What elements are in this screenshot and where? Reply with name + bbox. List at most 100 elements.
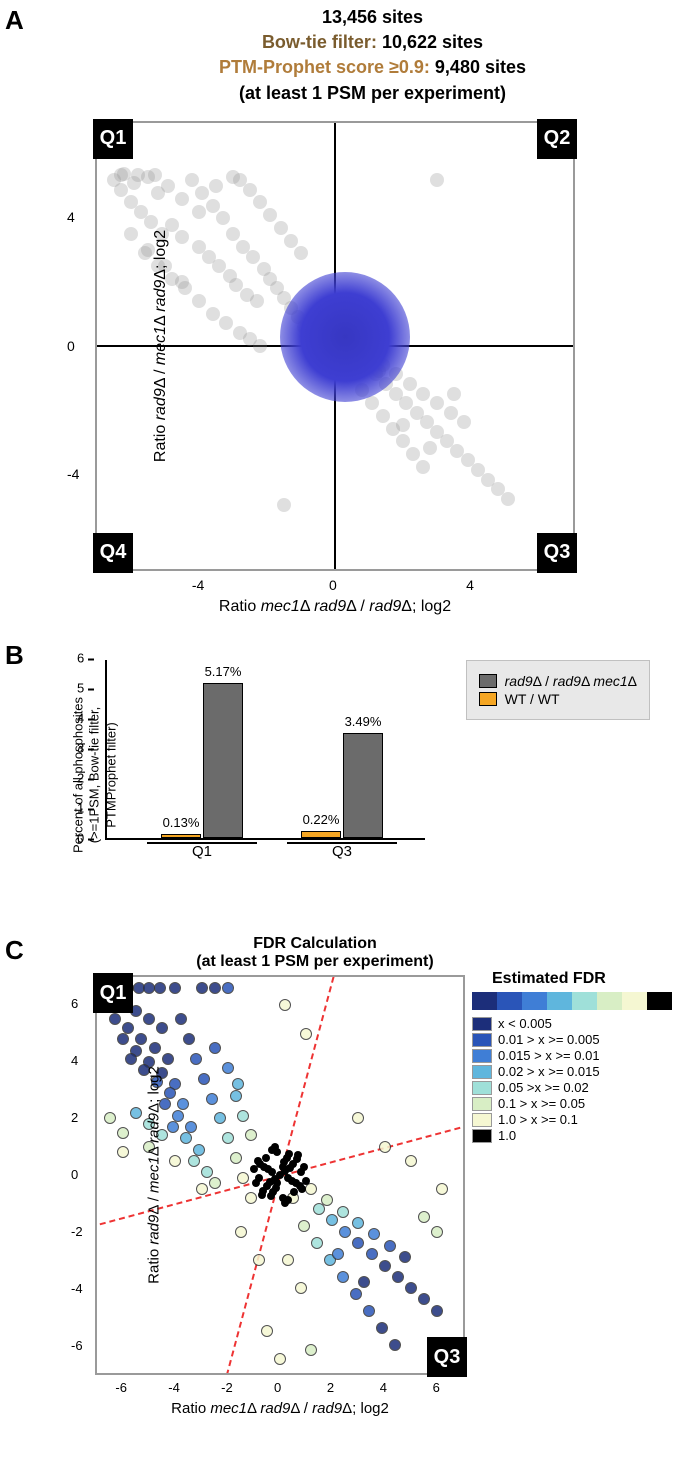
fdr-point <box>162 1053 174 1065</box>
scatter-point <box>226 170 240 184</box>
fdr-point <box>122 1022 134 1034</box>
scatter-point <box>403 377 417 391</box>
fdr-point <box>209 1177 221 1189</box>
tick-y: 0 <box>71 1167 78 1182</box>
panel-b: B 01234560.13%5.17%Q10.22%3.49%Q3 Percen… <box>5 640 680 930</box>
fdr-point <box>196 982 208 994</box>
tick-x: -4 <box>192 577 204 593</box>
bar-group-label: Q1 <box>147 843 257 860</box>
legend-label: 0.02 > x >= 0.015 <box>498 1064 600 1079</box>
scatter-point <box>365 396 379 410</box>
bar-ytick: 6 <box>77 651 84 666</box>
fdr-point <box>188 1155 200 1167</box>
legend-wt-row: WT / WT <box>479 691 637 707</box>
panel-a-ylabel: Ratio rad9Δ / mec1Δ rad9Δ; log2 <box>152 230 170 462</box>
scatter-point <box>124 227 138 241</box>
header-sites-count: 13,456 sites <box>65 5 680 30</box>
tick-x: 0 <box>274 1380 281 1395</box>
scatter-a-wrap: Q1 Q2 Q3 Q4 Ratio rad9Δ / mec1Δ rad9Δ; l… <box>95 121 575 571</box>
center-point <box>267 1192 275 1200</box>
figure-root: A 13,456 sites Bow-tie filter: 10,622 si… <box>5 5 680 1455</box>
tick-x: -2 <box>221 1380 233 1395</box>
scatter-point <box>246 250 260 264</box>
fdr-point <box>177 1098 189 1110</box>
tick-x: -4 <box>168 1380 180 1395</box>
header-ptm: PTM-Prophet score ≥0.9: 9,480 sites <box>65 55 680 80</box>
center-point <box>250 1165 258 1173</box>
center-point <box>258 1191 266 1199</box>
fdr-point <box>384 1240 396 1252</box>
scatter-point <box>192 205 206 219</box>
fdr-point <box>282 1254 294 1266</box>
legend-bar-seg <box>497 992 522 1010</box>
fdr-point <box>172 1110 184 1122</box>
center-point <box>281 1199 289 1207</box>
scatter-point <box>396 418 410 432</box>
panel-b-label: B <box>5 640 24 671</box>
tick-x: 4 <box>466 577 474 593</box>
scatter-point <box>274 221 288 235</box>
fdr-point <box>305 1183 317 1195</box>
legend-bar-seg <box>572 992 597 1010</box>
legend-swatch <box>472 1033 492 1047</box>
panel-c-label: C <box>5 935 24 966</box>
bowtie-label: Bow-tie filter: <box>262 32 377 52</box>
q1-corner: Q1 <box>93 119 133 159</box>
legend-row: 1.0 <box>472 1128 672 1143</box>
scatter-point <box>457 415 471 429</box>
fdr-point <box>321 1194 333 1206</box>
fdr-point <box>350 1288 362 1300</box>
legend-label: 0.01 > x >= 0.005 <box>498 1032 600 1047</box>
legend-swatch <box>472 1049 492 1063</box>
fdr-point <box>117 1033 129 1045</box>
fdr-point <box>180 1132 192 1144</box>
scatter-point <box>263 208 277 222</box>
scatter-point <box>250 294 264 308</box>
panel-c-q1: Q1 <box>93 973 133 1013</box>
scatter-point <box>501 492 515 506</box>
scatter-point <box>209 179 223 193</box>
scatter-point <box>376 409 390 423</box>
bar-chart-wrap: 01234560.13%5.17%Q10.22%3.49%Q3 Percent … <box>105 660 425 890</box>
fdr-point <box>125 1053 137 1065</box>
fdr-point <box>185 1121 197 1133</box>
fdr-point <box>300 1028 312 1040</box>
fdr-point <box>305 1344 317 1356</box>
fdr-point <box>431 1226 443 1238</box>
bar-value-label: 3.49% <box>345 714 382 729</box>
fdr-point <box>222 1062 234 1074</box>
fdr-point <box>245 1129 257 1141</box>
fdr-point <box>104 1112 116 1124</box>
fdr-point <box>198 1073 210 1085</box>
fdr-point <box>237 1110 249 1122</box>
scatter-point <box>175 275 189 289</box>
scatter-point <box>416 460 430 474</box>
tick-x: -6 <box>115 1380 127 1395</box>
legend-b: rad9Δ / rad9Δ mec1Δ WT / WT <box>466 660 650 720</box>
scatter-point <box>447 387 461 401</box>
swatch-wt <box>479 692 497 706</box>
center-point <box>300 1163 308 1171</box>
center-point <box>271 1143 279 1151</box>
fdr-point <box>193 1144 205 1156</box>
fdr-point <box>368 1228 380 1240</box>
fdr-point <box>337 1271 349 1283</box>
scatter-point <box>396 434 410 448</box>
fdr-point <box>392 1271 404 1283</box>
header-psm-note: (at least 1 PSM per experiment) <box>65 81 680 106</box>
legend-bar-seg <box>622 992 647 1010</box>
bowtie-count: 10,622 sites <box>382 32 483 52</box>
tick-y: -2 <box>71 1224 83 1239</box>
bar-rad9: 5.17% <box>203 683 243 838</box>
fdr-point <box>295 1282 307 1294</box>
panel-c-q3: Q3 <box>427 1337 467 1377</box>
legend-swatch <box>472 1081 492 1095</box>
ptm-label: PTM-Prophet score ≥0.9: <box>219 57 430 77</box>
center-point <box>298 1185 306 1193</box>
tick-y: 6 <box>71 996 78 1011</box>
center-point <box>262 1154 270 1162</box>
fdr-point <box>237 1172 249 1184</box>
fdr-point <box>201 1166 213 1178</box>
fdr-point <box>431 1305 443 1317</box>
legend-row: 1.0 > x >= 0.1 <box>472 1112 672 1127</box>
